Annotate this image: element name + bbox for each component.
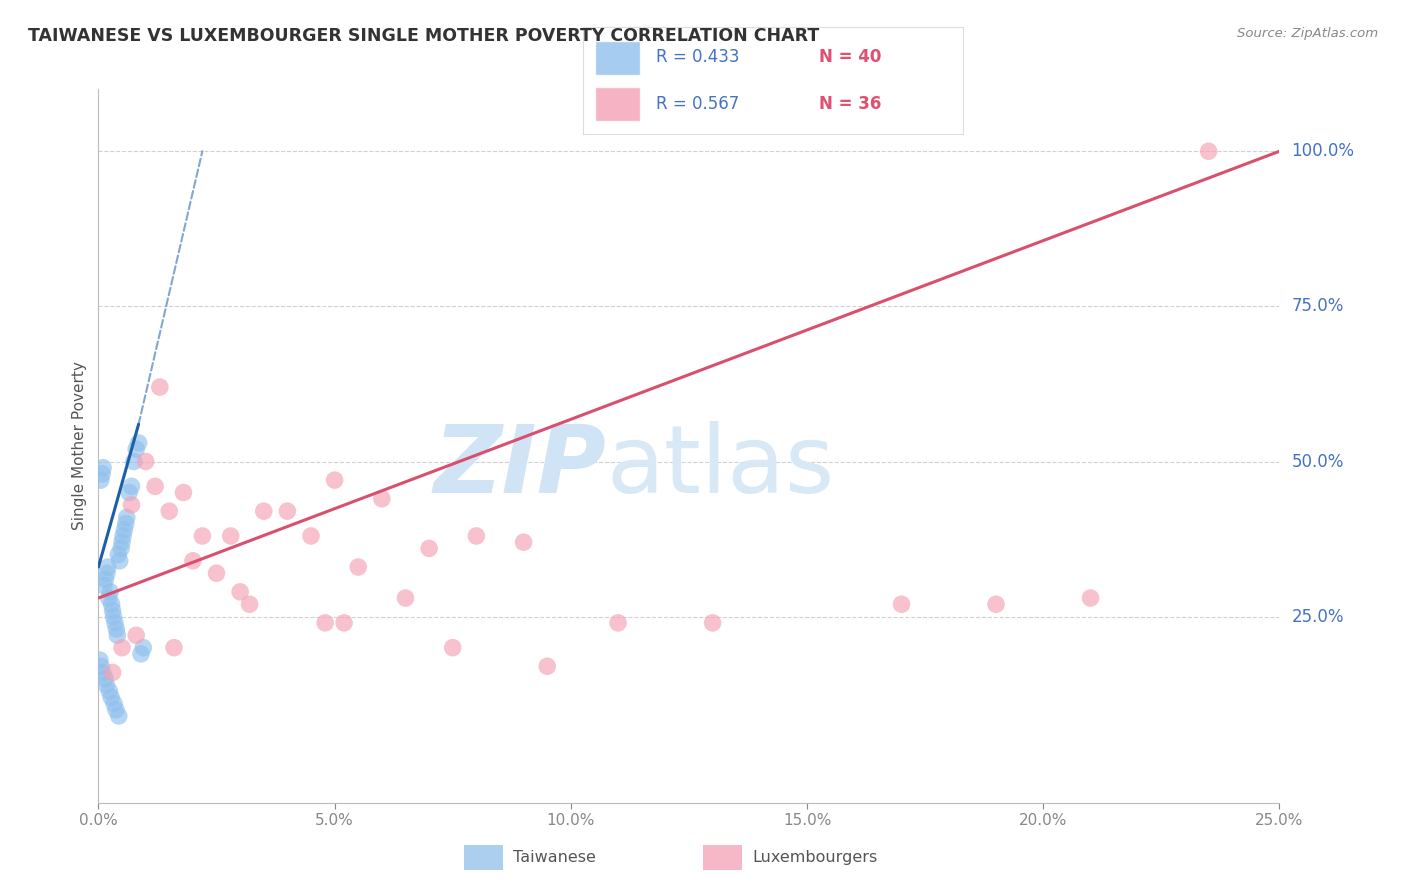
Point: [103, 697, 125, 711]
Point: [97, 560, 120, 574]
Point: [103, 609, 125, 624]
Text: 75.0%: 75.0%: [1291, 297, 1344, 316]
Point: [323, 473, 346, 487]
Point: [114, 516, 136, 531]
Point: [205, 566, 228, 581]
Point: [128, 436, 150, 450]
Point: [299, 529, 322, 543]
Text: R = 0.567: R = 0.567: [655, 95, 740, 112]
Y-axis label: Single Mother Poverty: Single Mother Poverty: [72, 361, 87, 531]
Point: [96, 566, 118, 581]
Point: [105, 628, 128, 642]
Text: N = 36: N = 36: [818, 95, 882, 112]
Point: [100, 597, 122, 611]
Point: [93, 579, 115, 593]
Point: [129, 647, 152, 661]
Point: [105, 622, 128, 636]
Text: ZIP: ZIP: [433, 421, 606, 514]
Point: [191, 529, 214, 543]
Point: [181, 554, 204, 568]
Text: atlas: atlas: [606, 421, 835, 514]
Point: [1198, 145, 1220, 159]
Point: [441, 640, 464, 655]
Text: Source: ZipAtlas.com: Source: ZipAtlas.com: [1237, 27, 1378, 40]
Point: [394, 591, 416, 605]
Point: [91, 460, 114, 475]
Point: [110, 541, 132, 556]
Point: [121, 479, 143, 493]
Point: [100, 690, 122, 705]
Point: [984, 597, 1007, 611]
Point: [96, 678, 118, 692]
Point: [108, 554, 131, 568]
Point: [111, 529, 134, 543]
Text: 25.0%: 25.0%: [1291, 607, 1344, 625]
Point: [253, 504, 276, 518]
Point: [702, 615, 724, 630]
Point: [107, 548, 129, 562]
Point: [111, 640, 134, 655]
Point: [371, 491, 394, 506]
Point: [333, 615, 356, 630]
Point: [143, 479, 166, 493]
Text: TAIWANESE VS LUXEMBOURGER SINGLE MOTHER POVERTY CORRELATION CHART: TAIWANESE VS LUXEMBOURGER SINGLE MOTHER …: [28, 27, 820, 45]
Point: [219, 529, 242, 543]
Point: [890, 597, 912, 611]
Point: [418, 541, 440, 556]
FancyBboxPatch shape: [595, 41, 641, 75]
Point: [90, 659, 112, 673]
Point: [536, 659, 558, 673]
Point: [112, 523, 135, 537]
Point: [157, 504, 180, 518]
Point: [118, 485, 141, 500]
Point: [465, 529, 488, 543]
Text: Luxembourgers: Luxembourgers: [752, 850, 877, 864]
Text: 50.0%: 50.0%: [1291, 452, 1344, 470]
Point: [94, 573, 117, 587]
Point: [98, 684, 121, 698]
Point: [122, 454, 145, 468]
Point: [135, 454, 157, 468]
Text: 100.0%: 100.0%: [1291, 142, 1354, 161]
Point: [512, 535, 534, 549]
Point: [89, 653, 111, 667]
Point: [97, 591, 120, 605]
Point: [229, 584, 252, 599]
Point: [314, 615, 336, 630]
Point: [94, 672, 117, 686]
Point: [90, 473, 112, 487]
Point: [98, 584, 121, 599]
Point: [111, 535, 134, 549]
Text: R = 0.433: R = 0.433: [655, 48, 740, 66]
Point: [101, 665, 124, 680]
Point: [347, 560, 370, 574]
Point: [149, 380, 172, 394]
Text: N = 40: N = 40: [818, 48, 882, 66]
Point: [132, 640, 155, 655]
Text: Taiwanese: Taiwanese: [513, 850, 596, 864]
Point: [125, 628, 148, 642]
Point: [91, 467, 114, 481]
FancyBboxPatch shape: [595, 87, 641, 121]
Point: [121, 498, 143, 512]
Point: [104, 615, 127, 630]
Point: [91, 665, 114, 680]
Point: [163, 640, 186, 655]
Point: [239, 597, 262, 611]
Point: [104, 703, 127, 717]
Point: [107, 709, 129, 723]
Point: [276, 504, 298, 518]
Point: [101, 603, 124, 617]
Point: [115, 510, 138, 524]
Point: [607, 615, 630, 630]
Point: [125, 442, 148, 456]
Point: [172, 485, 194, 500]
Point: [1080, 591, 1102, 605]
